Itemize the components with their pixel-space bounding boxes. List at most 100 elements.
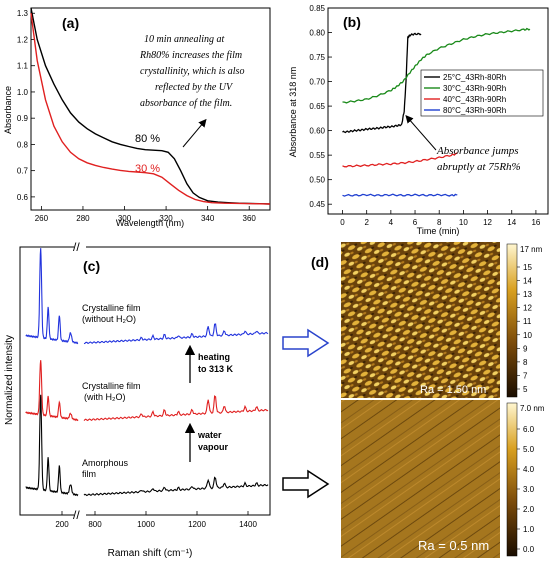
series-line-2	[342, 152, 458, 168]
panel-b-x-axis-label: Time (min)	[417, 226, 460, 236]
colorbar-top-tick-label-5: 10	[523, 331, 532, 340]
panel-b-y-axis-label: Absorbance at 318 nm	[288, 67, 298, 158]
colorbar-bottom-tick-label-4: 2.0	[523, 505, 535, 514]
label-water-2: vapour	[198, 442, 229, 452]
axis-break-top-gap	[74, 242, 86, 252]
label-amorphous-2: film	[82, 469, 96, 479]
panel-a-y-axis: 0.6 0.7 0.8 0.9 1.0 1.1 1.2 1.3	[17, 9, 35, 202]
spectrum-high-crystalline_wet	[83, 395, 269, 422]
panel-c-x-axis-label: Raman shift (cm⁻¹)	[108, 548, 193, 559]
x-tick-label-280: 280	[76, 214, 90, 223]
spectrum-low-amorphous	[25, 394, 79, 497]
x-tick-label-200: 200	[55, 520, 69, 529]
colorbar-top-tick-label-7: 8	[523, 358, 528, 367]
panel-c-x-axis: 200 800 1000 1200 1400	[55, 511, 257, 529]
y-tick-label-0.60: 0.60	[309, 127, 325, 136]
x-tick-label-1000: 1000	[137, 520, 155, 529]
colorbar-bottom-tick-label-0: 6.0	[523, 425, 535, 434]
label-heating-2: to 313 K	[198, 364, 234, 374]
label-heating-1: heating	[198, 352, 230, 362]
x-tick-label-260: 260	[35, 214, 49, 223]
y-tick-label-0.55: 0.55	[309, 151, 325, 160]
panel-b: (b) 0.45 0.50 0.55 0.60 0.65 0.70 0.75 0.80 0.85…	[288, 4, 549, 236]
panel-a-label: (a)	[62, 15, 79, 31]
y-tick-label-0.45: 0.45	[309, 200, 325, 209]
panel-a-y-axis-label: Absorbance	[3, 86, 13, 134]
series-line-0	[30, 7, 271, 205]
afm-top-roughness: Ra = 1.50 nm	[420, 384, 486, 396]
series-label-80: 80 %	[135, 133, 160, 145]
x-tick-label-2: 2	[364, 218, 369, 227]
axis-break-top-mark: //	[73, 240, 80, 254]
spectrum-high-amorphous	[83, 476, 269, 497]
label-water-1: water	[197, 430, 222, 440]
x-tick-label-12: 12	[483, 218, 492, 227]
colorbar-bottom-max: 7.0 nm	[520, 404, 545, 413]
colorbar-top-tick-label-1: 14	[523, 277, 532, 286]
colorbar-top-tick-label-9: 5	[523, 385, 528, 394]
colorbar-top-ticks: 15 14 13 12 11 10 9 8 7 5	[517, 263, 532, 394]
x-tick-label-320: 320	[159, 214, 173, 223]
x-tick-label-800: 800	[88, 520, 102, 529]
panel-b-label: (b)	[343, 14, 361, 30]
panel-b-legend: 25°C_43Rh-80Rh 30°C_43Rh-90Rh 40°C_43Rh-…	[420, 69, 544, 117]
afm-bottom-roughness: Ra = 0.5 nm	[418, 538, 489, 553]
panel-a-annotation-line-2: Rh80% increases the film	[139, 50, 242, 61]
afm-image-top	[341, 242, 500, 398]
spectrum-low-crystalline_wet	[25, 360, 79, 422]
colorbar-bottom-tick-label-2: 4.0	[523, 465, 535, 474]
arrow-to-top-afm	[282, 328, 330, 358]
colorbar-bottom-tick-label-3: 3.0	[523, 485, 535, 494]
panel-a-x-axis-label: Wavelength (nm)	[116, 218, 184, 228]
legend-entry-25c: 25°C_43Rh-80Rh	[443, 73, 506, 82]
axis-break-bottom-mark: //	[73, 508, 80, 522]
panel-a-annotation-line-3: crystallinity, which is also	[140, 66, 244, 77]
label-crystalline-dry-2: (without H₂O)	[82, 314, 136, 324]
series-line-0	[342, 32, 422, 134]
y-tick-label-0.80: 0.80	[309, 29, 325, 38]
colorbar-bottom-tick-label-1: 5.0	[523, 445, 535, 454]
spectrum-high-crystalline_dry	[83, 323, 269, 345]
panel-a-annotation-line-5: absorbance of the film.	[140, 98, 232, 109]
y-tick-label-0.70: 0.70	[309, 78, 325, 87]
x-tick-label-1400: 1400	[239, 520, 257, 529]
label-crystalline-wet-1: Crystalline film	[82, 381, 141, 391]
panel-c-plot	[25, 248, 269, 497]
y-tick-label-0.6: 0.6	[17, 193, 29, 202]
legend-entry-30c: 30°C_43Rh-90Rh	[443, 84, 506, 93]
label-crystalline-dry-1: Crystalline film	[82, 303, 141, 313]
colorbar-top-tick-label-8: 7	[523, 371, 528, 380]
x-tick-label-4: 4	[389, 218, 394, 227]
colorbar-top	[506, 243, 518, 398]
label-crystalline-wet-2: (with H₂O)	[84, 392, 126, 402]
y-tick-label-0.85: 0.85	[309, 4, 325, 13]
x-tick-label-340: 340	[201, 214, 215, 223]
x-tick-label-10: 10	[459, 218, 468, 227]
panel-b-x-axis: 0 2 4 6 8 10 12 14 16	[340, 210, 541, 227]
panel-a-frame	[30, 7, 271, 211]
legend-entry-80c: 80°C_43Rh-90Rh	[443, 106, 506, 115]
arrow-to-bottom-afm	[282, 469, 330, 499]
panel-c-frame	[19, 246, 271, 516]
panel-b-y-axis: 0.45 0.50 0.55 0.60 0.65 0.70 0.75 0.80 0.85	[309, 4, 332, 209]
x-tick-label-1200: 1200	[188, 520, 206, 529]
y-tick-label-0.50: 0.50	[309, 176, 325, 185]
label-amorphous-1: Amorphous	[82, 458, 129, 468]
panel-c-y-axis-label: Normalized intensity	[4, 335, 15, 425]
colorbar-bottom-ticks: 6.0 5.0 4.0 3.0 2.0 1.0 0.0	[517, 425, 535, 554]
colorbar-top-tick-label-2: 13	[523, 290, 532, 299]
colorbar-top-tick-label-3: 12	[523, 304, 532, 313]
panel-b-annotation-line-1: Absorbance jumps	[436, 145, 519, 157]
spectrum-low-crystalline_dry	[25, 248, 79, 345]
colorbar-bottom-tick-label-6: 0.0	[523, 545, 535, 554]
panel-a-annotation-arrow	[182, 118, 207, 148]
panel-a-annotation: 10 min annealing at Rh80% increases the …	[139, 34, 244, 109]
legend-entry-40c: 40°C_43Rh-90Rh	[443, 95, 506, 104]
panel-a: (a) 0.6 0.7 0.8 0.9 1.0 1.1 1.2 1.3 260 280 300 32…	[3, 7, 271, 228]
panel-a-x-axis: 260 280 300 320 340 360	[35, 206, 256, 223]
series-line-1	[342, 27, 531, 104]
panel-d: (d) Ra = 1.50 nm Ra = 0.5 nm 17 nm 15141…	[311, 242, 545, 558]
x-tick-label-6: 6	[413, 218, 418, 227]
panel-a-annotation-line-4: reflected by the UV	[155, 82, 234, 93]
colorbar-top-tick-label-0: 15	[523, 263, 532, 272]
